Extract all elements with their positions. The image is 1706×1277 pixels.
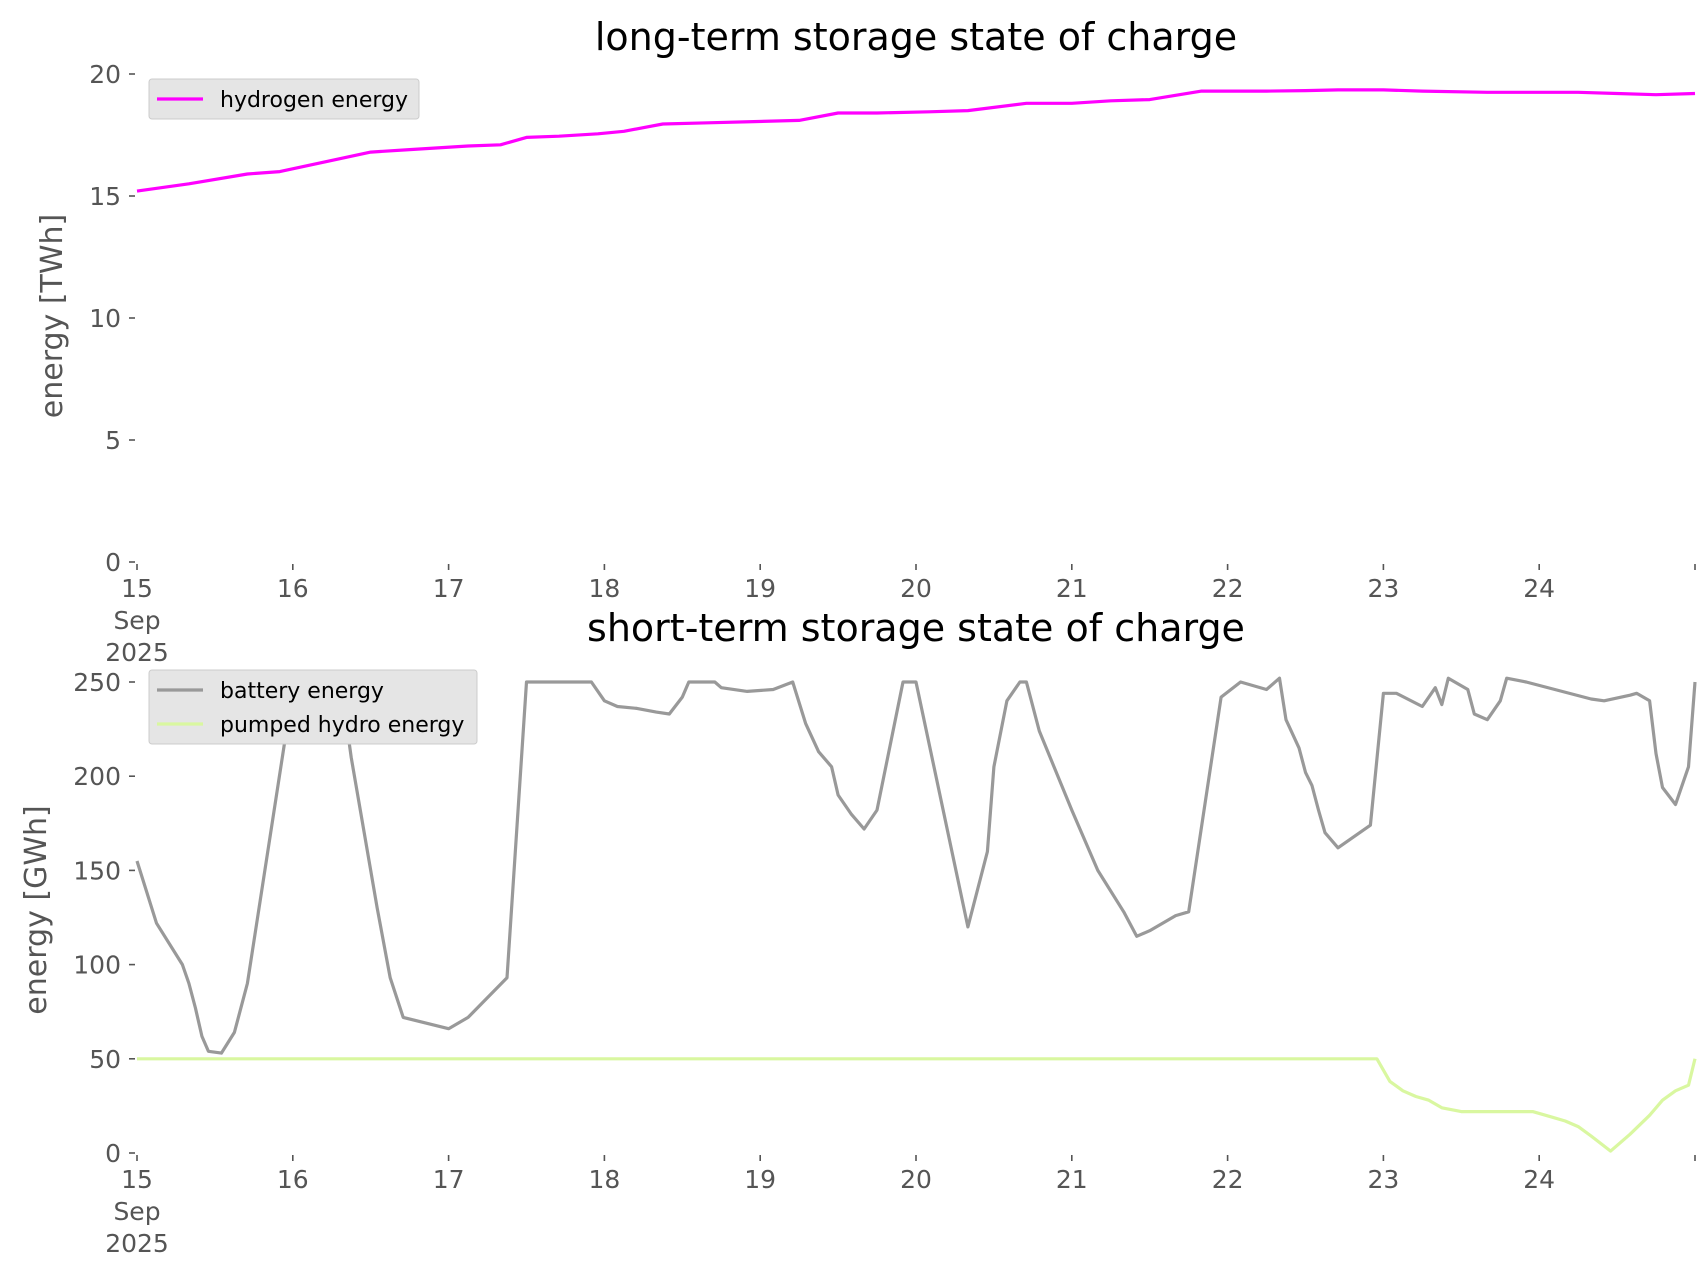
chart-title: long-term storage state of charge <box>595 15 1237 59</box>
legend-box <box>148 78 420 120</box>
legend-entry: hydrogen energy <box>220 88 408 113</box>
y-tick-label: 5 <box>105 426 121 455</box>
x-tick-label: 19 <box>744 574 776 603</box>
x-tick-label: 19 <box>744 1165 776 1194</box>
x-tick-label: 18 <box>588 1165 620 1194</box>
legend-entry: pumped hydro energy <box>220 713 464 738</box>
series-line-battery-energy <box>135 676 1697 1055</box>
y-axis-label: energy [GWh] <box>19 805 54 1014</box>
y-tick-label: 200 <box>73 762 121 791</box>
y-tick-label: 0 <box>105 1139 121 1168</box>
x-tick-label: 23 <box>1367 574 1399 603</box>
x-tick-label: 20 <box>900 1165 932 1194</box>
x-tick-label: 16 <box>277 574 309 603</box>
y-tick-label: 15 <box>89 182 121 211</box>
short-term-storage-panel: short-term storage state of charge energ… <box>19 606 1697 1258</box>
legend-entry: battery energy <box>220 679 384 704</box>
y-axis-label: energy [TWh] <box>35 214 70 418</box>
x-tick-label: 21 <box>1056 1165 1088 1194</box>
x-tick-label: 17 <box>433 1165 465 1194</box>
chart-title: short-term storage state of charge <box>587 606 1245 650</box>
x-tick-label: 2025 <box>105 1229 169 1258</box>
legend: battery energy pumped hydro energy <box>148 669 478 745</box>
x-tick-label: 17 <box>433 574 465 603</box>
x-tick-label: 24 <box>1523 1165 1555 1194</box>
y-tick-label: 20 <box>89 60 121 89</box>
legend: hydrogen energy <box>148 78 420 120</box>
x-tick-label: 24 <box>1523 574 1555 603</box>
series-line-hydrogen-energy <box>136 88 1696 193</box>
x-tick-label: 18 <box>588 574 620 603</box>
y-tick-label: 0 <box>105 548 121 577</box>
x-tick-label: 21 <box>1056 574 1088 603</box>
y-tick-label: 100 <box>73 951 121 980</box>
y-tick-label: 250 <box>73 668 121 697</box>
x-tick-label: 2025 <box>105 638 169 667</box>
x-tick-label: 16 <box>277 1165 309 1194</box>
x-tick-label: Sep <box>113 606 160 635</box>
x-tick-label: 15 <box>121 1165 153 1194</box>
y-tick-label: 50 <box>89 1045 121 1074</box>
long-term-storage-panel: long-term storage state of charge energy… <box>35 15 1696 667</box>
x-tick-label: 22 <box>1212 574 1244 603</box>
series-line-pumped-hydro-energy <box>137 1057 1697 1153</box>
y-tick-label: 150 <box>73 856 121 885</box>
x-tick-label: 23 <box>1367 1165 1399 1194</box>
legend-box <box>148 669 478 745</box>
x-tick-label: Sep <box>113 1197 160 1226</box>
x-tick-label: 22 <box>1212 1165 1244 1194</box>
y-tick-label: 10 <box>89 304 121 333</box>
x-tick-label: 15 <box>121 574 153 603</box>
x-tick-label: 20 <box>900 574 932 603</box>
